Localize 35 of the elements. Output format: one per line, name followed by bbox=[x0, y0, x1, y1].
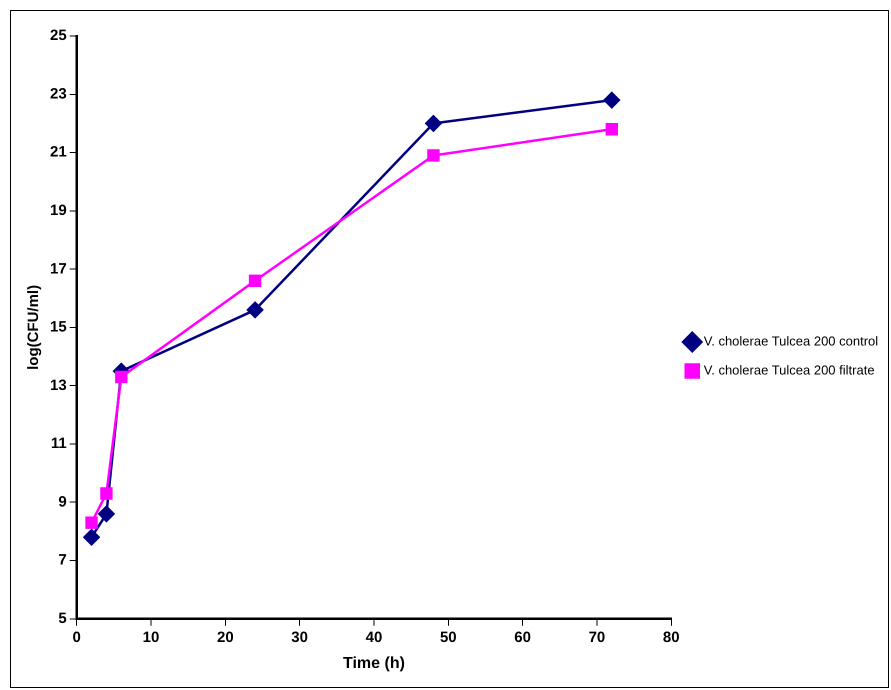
y-tick-label: 15 bbox=[50, 318, 67, 336]
x-tick-label: 50 bbox=[440, 628, 457, 646]
point bbox=[98, 506, 115, 522]
point bbox=[100, 487, 113, 500]
y-tick-label: 7 bbox=[58, 552, 67, 569]
y-tick-label: 9 bbox=[58, 493, 67, 510]
point bbox=[115, 370, 128, 384]
x-tick-label: 30 bbox=[291, 628, 308, 646]
legend-label: V. cholerae Tulcea 200 filtrate bbox=[704, 362, 875, 378]
x-tick-label: 20 bbox=[216, 628, 234, 646]
y-tick-label: 13 bbox=[50, 376, 67, 394]
point bbox=[248, 274, 262, 287]
y-tick-label: 21 bbox=[50, 144, 67, 161]
y-tick-label: 19 bbox=[50, 202, 67, 219]
x-tick-label: 10 bbox=[142, 628, 160, 646]
y-tick-label: 25 bbox=[50, 27, 67, 44]
x-tick-label: 0 bbox=[72, 628, 81, 646]
y-tick-label: 17 bbox=[50, 260, 67, 278]
y-tick-label: 23 bbox=[50, 85, 67, 102]
y-tick-label: 11 bbox=[50, 435, 67, 452]
point bbox=[83, 528, 100, 546]
x-tick-label: 40 bbox=[366, 628, 382, 646]
point bbox=[427, 149, 440, 162]
x-tick-label: 70 bbox=[588, 628, 606, 646]
x-tick-label: 80 bbox=[662, 628, 680, 646]
point bbox=[604, 92, 620, 108]
y-axis-title: log(CFU/ml) bbox=[25, 284, 42, 370]
point bbox=[246, 302, 264, 318]
point bbox=[425, 115, 442, 132]
x-tick-label: 60 bbox=[514, 628, 531, 646]
point bbox=[85, 516, 98, 529]
y-tick-label: 5 bbox=[58, 610, 67, 627]
x-axis-title: Time (h) bbox=[343, 654, 405, 672]
point bbox=[606, 123, 618, 136]
legend-label: V. cholerae Tulcea 200 control bbox=[704, 334, 878, 349]
